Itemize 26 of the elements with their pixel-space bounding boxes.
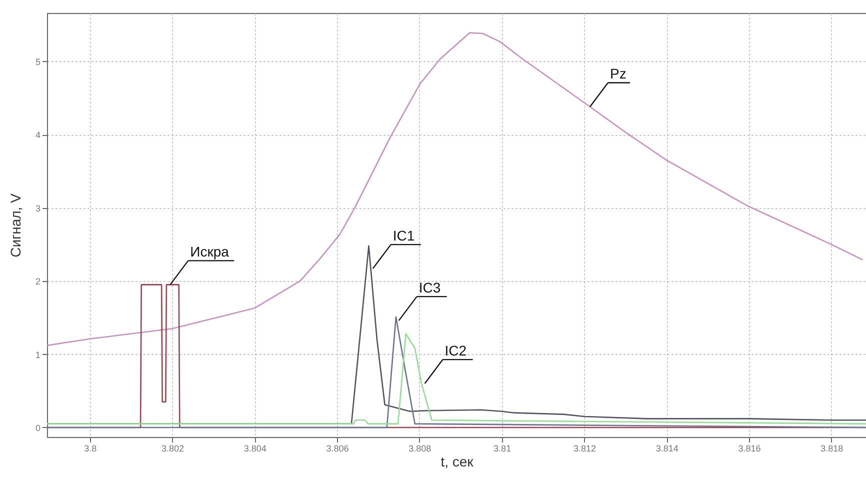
annotation: IC1	[392, 228, 415, 244]
line-series	[47, 333, 866, 424]
y-axis-title: Сигнал, V	[7, 192, 24, 258]
x-tick-label: 3.816	[738, 444, 761, 454]
annotation: Pz	[610, 66, 626, 82]
y-tick-label: 3	[35, 203, 40, 214]
y-tick-label: 4	[35, 130, 40, 140]
x-tick-label: 3.802	[161, 444, 184, 454]
line-series	[47, 32, 864, 346]
x-tick-label: 3.814	[656, 444, 678, 454]
x-axis-title: t, сек	[440, 454, 474, 470]
y-tick-label: 0	[35, 422, 40, 433]
x-tick-label: 3.818	[820, 444, 844, 454]
y-tick-label: 2	[35, 276, 40, 287]
y-tick-label: 1	[35, 350, 40, 360]
x-tick-label: 3.808	[408, 444, 432, 454]
line-series	[47, 316, 866, 428]
annotation: Искра	[190, 244, 230, 260]
x-tick-label: 3.806	[326, 444, 349, 454]
annotation: IC3	[418, 280, 441, 296]
x-tick-label: 3.804	[244, 444, 266, 454]
x-tick-label: 3.8	[84, 444, 97, 454]
x-tick-label: 3.81	[494, 444, 512, 454]
x-tick-label: 3.812	[573, 444, 596, 454]
y-tick-label: 5	[35, 56, 40, 67]
annotation: IC2	[444, 342, 467, 359]
